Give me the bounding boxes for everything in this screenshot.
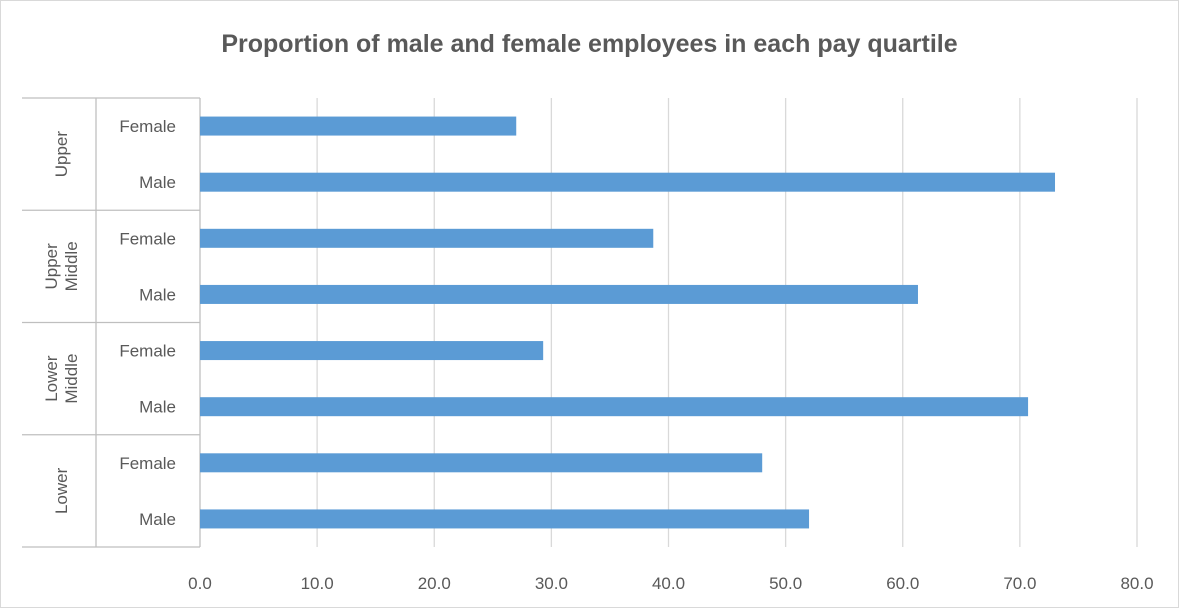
group-label-line: Lower xyxy=(52,467,71,514)
bar-upper-middle-female xyxy=(200,228,654,248)
x-tick-label: 30.0 xyxy=(535,574,568,593)
x-tick-label: 0.0 xyxy=(188,574,212,593)
x-tick-label: 80.0 xyxy=(1120,574,1153,593)
chart-title: Proportion of male and female employees … xyxy=(221,30,958,58)
category-label: Male xyxy=(139,173,176,192)
category-label: Female xyxy=(119,454,176,473)
bar-upper-middle-male xyxy=(200,284,918,304)
group-label-line: Upper xyxy=(52,131,71,178)
x-tick-label: 20.0 xyxy=(418,574,451,593)
group-label-line: Lower xyxy=(42,355,61,402)
category-label: Male xyxy=(139,510,176,529)
category-label: Female xyxy=(119,342,176,361)
group-label: Upper xyxy=(52,131,71,178)
category-label: Female xyxy=(119,117,176,136)
bar-upper-male xyxy=(200,172,1056,192)
bar-upper-female xyxy=(200,116,517,136)
x-tick-label: 10.0 xyxy=(301,574,334,593)
x-tick-label: 40.0 xyxy=(652,574,685,593)
x-tick-label: 60.0 xyxy=(886,574,919,593)
group-label-line: Middle xyxy=(62,241,81,291)
group-label: Lower xyxy=(52,467,71,514)
x-tick-label: 70.0 xyxy=(1003,574,1036,593)
bar-lower-female xyxy=(200,453,763,473)
group-label: UpperMiddle xyxy=(42,241,81,291)
bar-lower-male xyxy=(200,509,810,529)
category-label: Male xyxy=(139,398,176,417)
category-label: Female xyxy=(119,229,176,248)
bar-lower-middle-male xyxy=(200,397,1029,417)
x-tick-label: 50.0 xyxy=(769,574,802,593)
bar-lower-middle-female xyxy=(200,341,544,361)
group-label-line: Middle xyxy=(62,354,81,404)
category-label: Male xyxy=(139,285,176,304)
group-label-line: Upper xyxy=(42,243,61,290)
group-label: LowerMiddle xyxy=(42,354,81,404)
